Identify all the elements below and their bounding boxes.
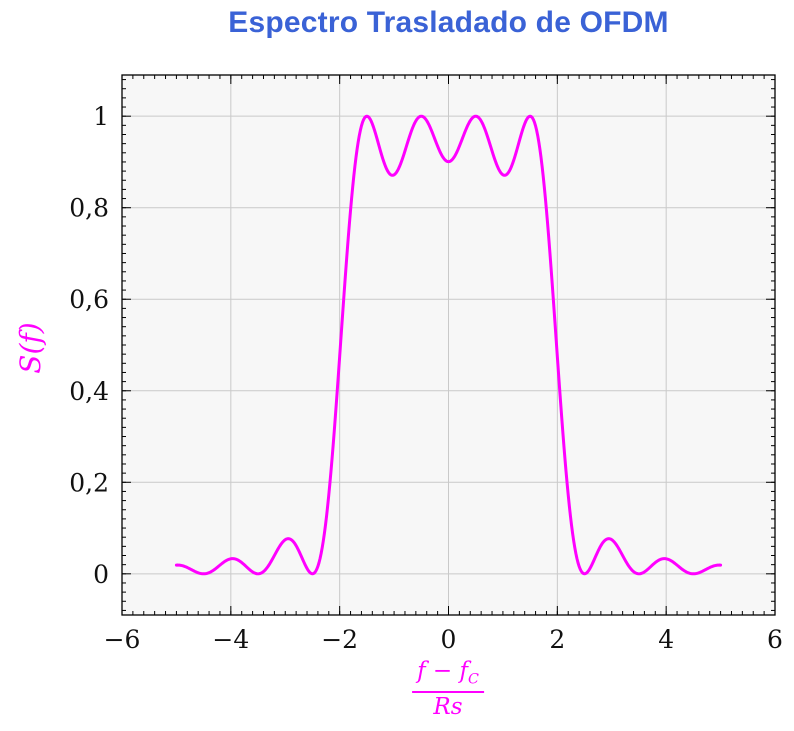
x-tick-label: 6: [767, 625, 783, 654]
x-tick-label: 4: [658, 625, 674, 654]
spectrum-curve: [174, 114, 723, 576]
x-tick-label: 2: [549, 625, 565, 654]
x-tick-label: −4: [212, 625, 249, 654]
y-axis-label: S(f): [14, 322, 47, 373]
y-tick-label: 0,6: [69, 285, 109, 314]
x-tick-label: −6: [104, 625, 141, 654]
x-axis-label-numerator: f − fC: [412, 658, 484, 693]
x-tick-label: 0: [441, 625, 457, 654]
x-axis-label-subscript: C: [468, 671, 479, 688]
x-axis-label: f − fC Rs: [412, 658, 484, 721]
y-tick-label: 0: [93, 560, 109, 589]
x-axis-label-denominator: Rs: [433, 693, 463, 720]
y-tick-label: 0,8: [69, 194, 109, 223]
y-tick-label: 1: [93, 102, 109, 131]
y-tick-label: 0,4: [69, 377, 109, 406]
chart-title: Espectro Trasladado de OFDM: [228, 6, 669, 39]
x-tick-label: −2: [321, 625, 358, 654]
y-tick-label: 0,2: [69, 468, 109, 497]
